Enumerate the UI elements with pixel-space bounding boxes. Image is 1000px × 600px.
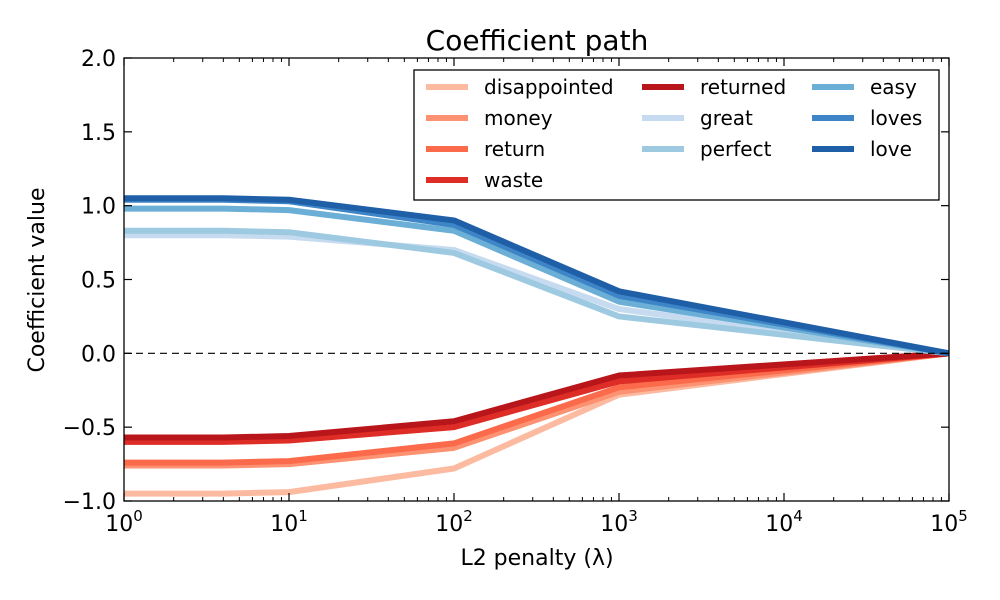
legend-label-great: great: [700, 106, 753, 130]
legend-label-money: money: [484, 106, 553, 130]
y-tick-label: 0.5: [81, 269, 116, 294]
chart-title: Coefficient path: [426, 24, 649, 57]
series-line-disappointed: [124, 350, 950, 497]
x-tick-label: 100: [105, 507, 143, 537]
series-line-money: [124, 350, 950, 469]
x-tick-label: 102: [435, 507, 473, 537]
x-tick-label: 105: [930, 507, 968, 537]
series-line-returned: [124, 350, 950, 441]
y-axis-title: Coefficient value: [25, 187, 50, 372]
plot-area: −1.0 −0.5 0.0 0.5 1.0 1.5 2.0 100 101 102 103 104 10…: [63, 47, 968, 537]
x-axis-title: L2 penalty (λ): [460, 546, 613, 571]
x-tick-label: 104: [765, 507, 803, 537]
legend-label-perfect: perfect: [700, 137, 772, 161]
series-line-love: [124, 195, 950, 357]
legend-label-waste: waste: [484, 168, 543, 192]
legend-frame: [413, 69, 940, 201]
series-line-easy: [124, 205, 950, 357]
legend: disappointed money return waste returned grea…: [413, 69, 940, 201]
legend-label-returned: returned: [700, 75, 786, 99]
legend-label-easy: easy: [870, 75, 917, 99]
y-tick-label: −0.5: [63, 416, 116, 441]
y-tick-label: 0.0: [81, 342, 116, 367]
y-tick-label: −1.0: [63, 490, 116, 515]
x-tick-label: 101: [270, 507, 308, 537]
y-tick-label: 2.0: [81, 47, 116, 72]
legend-label-return: return: [484, 137, 545, 161]
series-line-waste: [124, 350, 950, 445]
legend-label-loves: loves: [870, 106, 922, 130]
series-line-return: [124, 350, 950, 466]
y-tick-label: 1.5: [81, 121, 116, 146]
series-line-perfect: [124, 227, 950, 357]
legend-label-love: love: [870, 137, 912, 161]
y-tick-label: 1.0: [81, 195, 116, 220]
x-tick-label: 103: [600, 507, 638, 537]
legend-label-disappointed: disappointed: [484, 75, 614, 99]
